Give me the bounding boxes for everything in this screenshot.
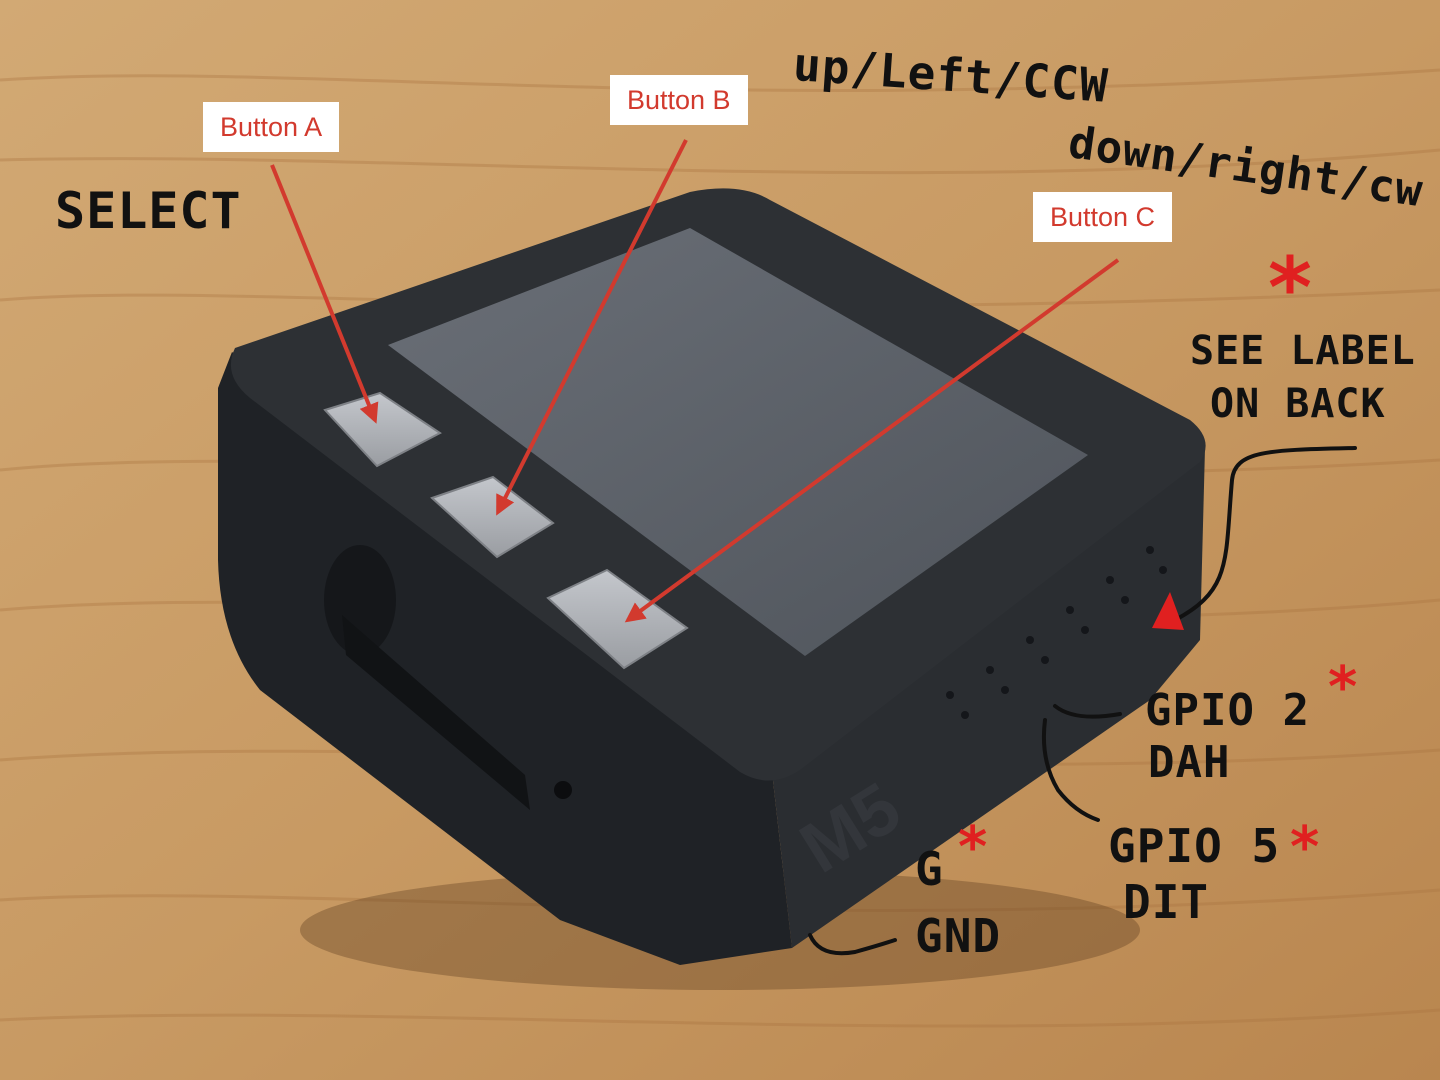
arrow-button-c <box>624 258 1120 623</box>
asterisk-see-label: * <box>1268 239 1312 337</box>
handwriting-gpio5-dit: DIT <box>1123 875 1210 929</box>
handwriting-select: SELECT <box>55 182 242 240</box>
asterisk-g: * <box>958 815 988 880</box>
pointer-gpio5 <box>1041 718 1100 822</box>
pointer-see-label <box>1173 446 1357 622</box>
handwriting-see-label-line-1: SEE LABEL <box>1190 328 1416 374</box>
handwriting-see-label-line-2: ON BACK <box>1210 381 1386 427</box>
handdrawn-pointers <box>808 446 1357 956</box>
reset-hole <box>554 781 572 799</box>
sd-card-slot <box>324 545 396 655</box>
physical-button-b <box>430 475 555 559</box>
physical-button-a <box>323 391 442 468</box>
device-body-right-side <box>772 448 1205 948</box>
device-screen <box>388 228 1088 656</box>
pointer-gpio2 <box>1053 704 1122 719</box>
device-body-side <box>218 352 792 965</box>
pin-header <box>342 615 530 810</box>
vent-holes <box>946 546 1167 719</box>
callout-button-b: Button B <box>610 75 748 125</box>
physical-button-c <box>546 568 689 670</box>
handwriting-gpio2-dah: DAH <box>1148 737 1231 788</box>
handwriting-gpio5: GPIO 5 <box>1108 819 1281 873</box>
handwriting-gnd: GND <box>915 909 1002 963</box>
callout-button-c: Button C <box>1033 192 1173 242</box>
pointer-gnd <box>808 933 897 956</box>
handwriting-gpio2: GPIO 2 <box>1145 685 1310 736</box>
callout-button-a: Button A <box>203 102 340 152</box>
handwriting-g: G <box>915 842 944 896</box>
arrow-button-b <box>496 139 688 516</box>
asterisk-gpio5: * <box>1290 815 1320 880</box>
red-arrowhead <box>1152 592 1184 630</box>
callout-arrows <box>270 139 1120 623</box>
asterisk-gpio2: * <box>1328 655 1358 720</box>
arrow-button-a <box>270 164 379 424</box>
